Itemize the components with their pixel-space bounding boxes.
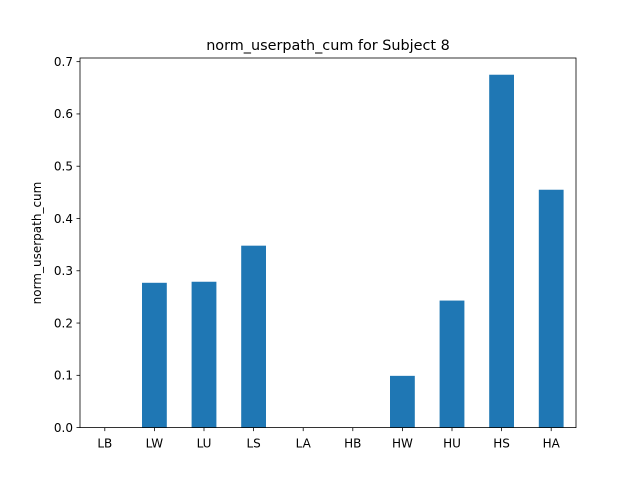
plot-frame xyxy=(79,57,577,429)
bars-layer xyxy=(142,74,564,428)
chart-title: norm_userpath_cum for Subject 8 xyxy=(206,38,450,54)
x-tick-label: LA xyxy=(296,437,312,451)
y-tick-label: 0.5 xyxy=(54,160,73,174)
y-ticks-layer: 0.0 0.1 0.2 0.3 0.4 0.5 0.6 0.7 xyxy=(54,55,80,435)
bar-lu xyxy=(191,281,217,428)
bar-hu xyxy=(439,300,465,428)
y-axis-label: norm_userpath_cum xyxy=(30,182,44,305)
x-tick-label: LB xyxy=(97,437,112,451)
y-tick-label: 0.1 xyxy=(54,369,73,383)
x-tick-label: HU xyxy=(443,437,461,451)
y-tick-label: 0.2 xyxy=(54,316,73,330)
x-tick-label: HA xyxy=(543,437,561,451)
bar-ha xyxy=(538,189,564,428)
x-tick-label: HS xyxy=(493,437,510,451)
x-tick-label: LW xyxy=(146,437,164,451)
x-tick-label: LS xyxy=(246,437,260,451)
x-tick-label: LU xyxy=(197,437,212,451)
bar-hw xyxy=(390,375,415,428)
x-tick-label: HW xyxy=(392,437,413,451)
bar-hs xyxy=(489,74,514,428)
y-tick-label: 0.0 xyxy=(54,421,73,435)
y-tick-label: 0.4 xyxy=(54,212,73,226)
x-tick-label: HB xyxy=(344,437,361,451)
bar-lw xyxy=(142,282,167,428)
y-tick-label: 0.7 xyxy=(54,55,73,69)
y-tick-label: 0.6 xyxy=(54,107,73,121)
bar-ls xyxy=(241,245,266,428)
y-tick-label: 0.3 xyxy=(54,264,73,278)
x-ticks-layer: LB LW LU LS LA HB HW HU HS HA xyxy=(97,427,561,451)
